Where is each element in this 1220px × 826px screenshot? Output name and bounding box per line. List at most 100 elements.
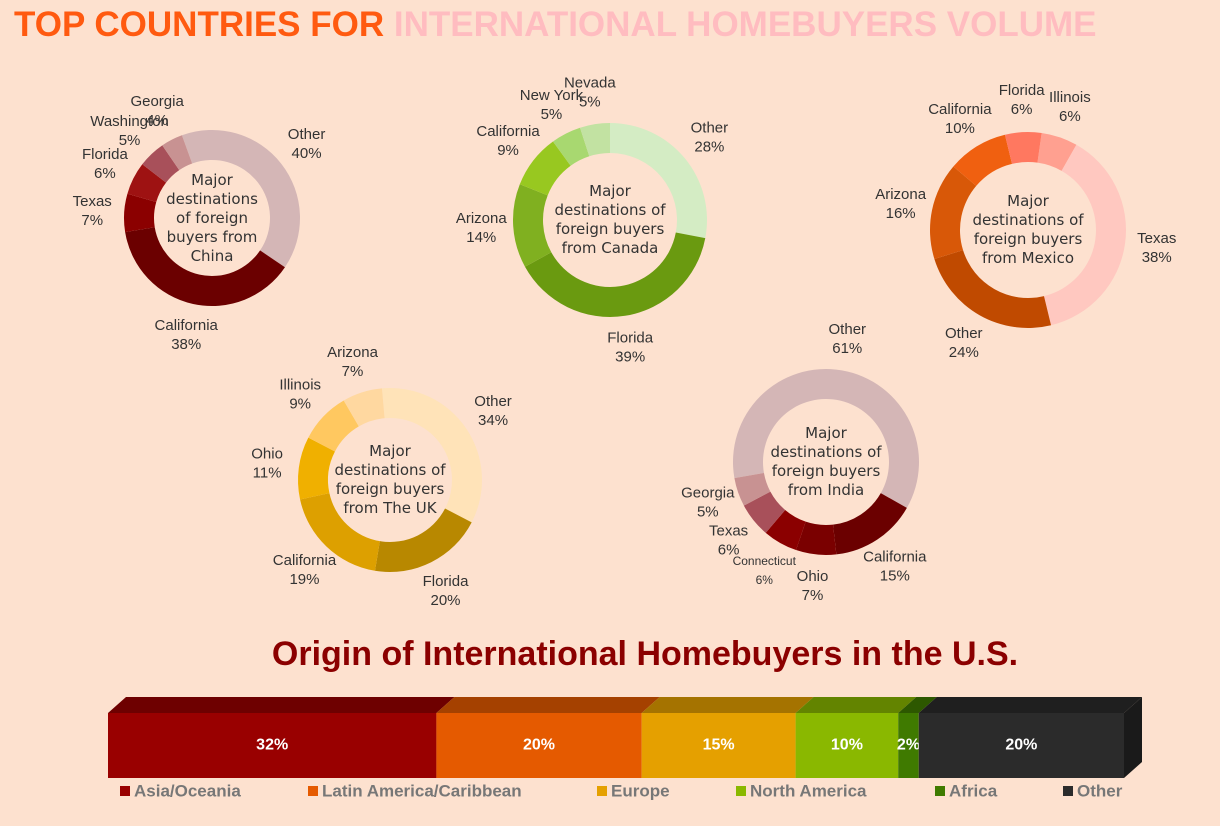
donut-slice bbox=[833, 493, 907, 555]
slice-value-label: 7% bbox=[802, 587, 824, 604]
donut-slice bbox=[142, 145, 180, 183]
slice-value-label: 7% bbox=[81, 212, 103, 229]
legend-label: Africa bbox=[949, 781, 998, 800]
donut-slice bbox=[765, 509, 806, 551]
donut-slice bbox=[734, 472, 771, 506]
slice-value-label: 6% bbox=[94, 165, 116, 182]
bar-value-label: 10% bbox=[831, 737, 863, 754]
slice-label: Florida bbox=[607, 329, 654, 346]
bar-segment bbox=[108, 713, 437, 778]
slice-label: Washington bbox=[90, 113, 169, 130]
slice-label: Arizona bbox=[327, 344, 379, 361]
bar-segment bbox=[795, 713, 899, 778]
legend-label: Other bbox=[1077, 781, 1123, 800]
slice-label: Ohio bbox=[797, 568, 829, 585]
slice-value-label: 40% bbox=[292, 145, 322, 162]
slice-value-label: 6% bbox=[1011, 101, 1033, 118]
donut-slice bbox=[374, 508, 472, 572]
donut-slice bbox=[127, 164, 167, 203]
donut-slice bbox=[124, 193, 157, 233]
slice-label: Florida bbox=[999, 82, 1046, 99]
donut-slice bbox=[162, 135, 193, 171]
bar-value-label: 20% bbox=[523, 737, 555, 754]
bar-value-label: 32% bbox=[256, 737, 288, 754]
bar-top-face bbox=[641, 697, 814, 713]
center-label: Major destinations of foreign buyers fro… bbox=[554, 182, 666, 257]
slice-label: Other bbox=[474, 393, 512, 410]
slice-label: Other bbox=[829, 321, 867, 338]
slice-label: Texas bbox=[1137, 230, 1176, 247]
donut-slice bbox=[298, 437, 335, 500]
slice-value-label: 24% bbox=[949, 344, 979, 361]
slice-value-label: 39% bbox=[615, 348, 645, 365]
donut-slice bbox=[524, 232, 706, 318]
donut-slice bbox=[381, 388, 482, 523]
slice-label: California bbox=[155, 317, 219, 334]
title-part: INTERNATIONAL HOMEBUYERS VOLUME bbox=[394, 5, 1097, 44]
page-title: TOP COUNTRIES FOR INTERNATIONAL HOMEBUYE… bbox=[14, 5, 1097, 44]
donut-slice bbox=[125, 227, 285, 307]
center-label-box: Major destinations of foreign buyers fro… bbox=[166, 171, 258, 265]
slice-value-label: 38% bbox=[1142, 249, 1172, 266]
legend-swatch bbox=[597, 786, 607, 796]
donut-slice bbox=[513, 184, 552, 267]
donut-slice bbox=[1037, 132, 1077, 171]
slice-value-label: 9% bbox=[497, 142, 519, 159]
center-label-box: Major destinations of foreign buyers fro… bbox=[972, 192, 1084, 267]
donut-slice bbox=[796, 521, 837, 555]
center-label-box: Major destinations of foreign buyers fro… bbox=[554, 182, 666, 257]
slice-value-label: 5% bbox=[579, 94, 601, 111]
donut-slice bbox=[308, 400, 359, 452]
title-part: TOP COUNTRIES FOR bbox=[14, 5, 384, 44]
slice-value-label: 5% bbox=[697, 504, 719, 521]
slice-label: Nevada bbox=[564, 75, 616, 92]
slice-value-label: 15% bbox=[880, 567, 910, 584]
slice-label: New York bbox=[520, 87, 584, 104]
slice-label: California bbox=[928, 101, 992, 118]
legend-swatch bbox=[1063, 786, 1073, 796]
slice-label: Florida bbox=[82, 146, 129, 163]
slice-value-label: 34% bbox=[478, 412, 508, 429]
slice-value-label: 5% bbox=[541, 106, 563, 123]
slice-label: Other bbox=[945, 325, 983, 342]
center-label: Major destinations of foreign buyers fro… bbox=[334, 442, 446, 517]
slice-value-label: 19% bbox=[289, 571, 319, 588]
slice-label: California bbox=[273, 552, 337, 569]
slice-value-label: 61% bbox=[832, 340, 862, 357]
slice-value-label: 16% bbox=[886, 205, 916, 222]
legend-label: Europe bbox=[611, 781, 670, 800]
bar-title: Origin of International Homebuyers in th… bbox=[272, 635, 1018, 673]
slice-label: Ohio bbox=[251, 446, 283, 463]
donut-slice bbox=[743, 491, 786, 533]
legend-label: Asia/Oceania bbox=[134, 781, 241, 800]
slice-value-label: 20% bbox=[431, 592, 461, 609]
donut-slice bbox=[300, 493, 380, 571]
bar-top-face bbox=[918, 697, 1142, 713]
center-label-box: Major destinations of foreign buyers fro… bbox=[770, 424, 881, 499]
bar-segment bbox=[898, 713, 919, 778]
slice-value-label: 6% bbox=[1059, 108, 1081, 125]
slice-value-label: 28% bbox=[694, 139, 724, 156]
bar-segment bbox=[641, 713, 796, 778]
bar-side-face bbox=[1124, 697, 1142, 778]
bar-segment bbox=[918, 713, 1124, 778]
slice-label: Texas bbox=[73, 193, 112, 210]
donut-slice bbox=[580, 123, 610, 157]
slice-label: Florida bbox=[423, 573, 470, 590]
slice-label: Illinois bbox=[279, 376, 321, 393]
slice-label: Georgia bbox=[681, 485, 735, 502]
center-label-box: Major destinations of foreign buyers fro… bbox=[334, 442, 446, 517]
center-label: Major destinations of foreign buyers fro… bbox=[972, 192, 1084, 267]
bar-top-face bbox=[898, 697, 937, 713]
donut-slice bbox=[1043, 144, 1126, 326]
donut-slice bbox=[1004, 132, 1042, 164]
donut-slice bbox=[953, 134, 1013, 186]
slice-value-label: 4% bbox=[146, 112, 168, 129]
donut-slice bbox=[610, 123, 707, 239]
slice-label: California bbox=[863, 548, 927, 565]
legend-label: Latin America/Caribbean bbox=[322, 781, 522, 800]
slice-value-label: 10% bbox=[945, 120, 975, 137]
legend-swatch bbox=[120, 786, 130, 796]
donut-slice bbox=[934, 250, 1052, 329]
